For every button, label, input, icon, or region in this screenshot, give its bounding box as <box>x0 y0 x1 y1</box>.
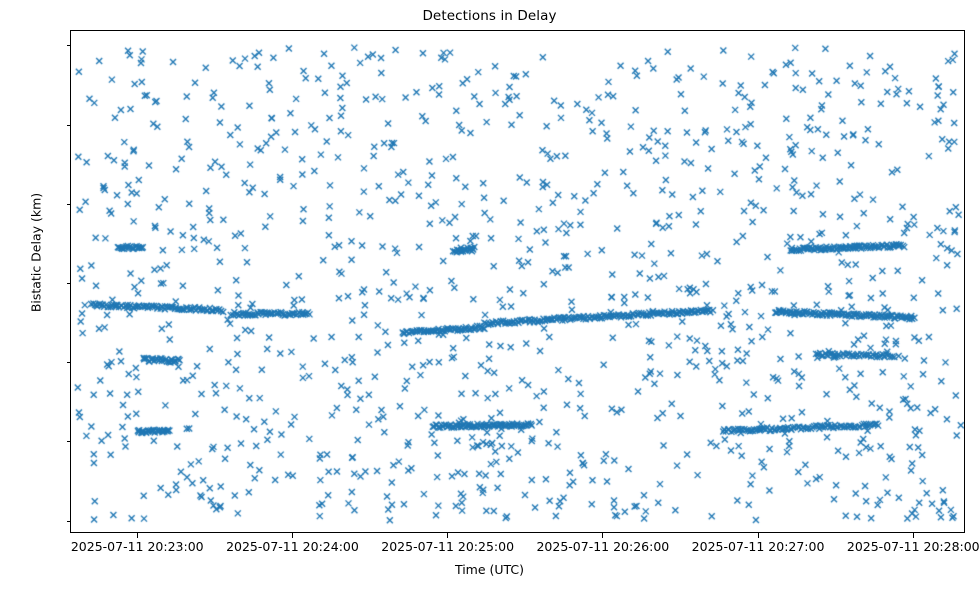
x-tick-mark <box>757 533 759 538</box>
x-tick-mark <box>291 533 294 538</box>
y-axis-label: Bistatic Delay (km) <box>28 192 44 313</box>
x-tick-label: 2025-07-11 20:26:00 <box>536 539 670 554</box>
x-tick-mark <box>912 533 914 538</box>
x-tick-mark <box>447 533 449 538</box>
x-tick-label: 2025-07-11 20:23:00 <box>70 539 204 554</box>
x-axis-label: Time (UTC) <box>454 562 525 577</box>
x-tick-label: 2025-07-11 20:25:00 <box>381 539 515 554</box>
plot-area[interactable] <box>70 30 965 533</box>
scatter-points-canvas <box>71 31 964 532</box>
x-tick-mark <box>602 533 604 538</box>
x-tick-label: 2025-07-11 20:27:00 <box>691 539 825 554</box>
page-title: Detections in Delay <box>422 8 557 24</box>
x-tick-label: 2025-07-11 20:28:00 <box>846 539 979 554</box>
x-tick-mark <box>136 533 138 538</box>
x-tick-label: 2025-07-11 20:24:00 <box>226 539 359 554</box>
